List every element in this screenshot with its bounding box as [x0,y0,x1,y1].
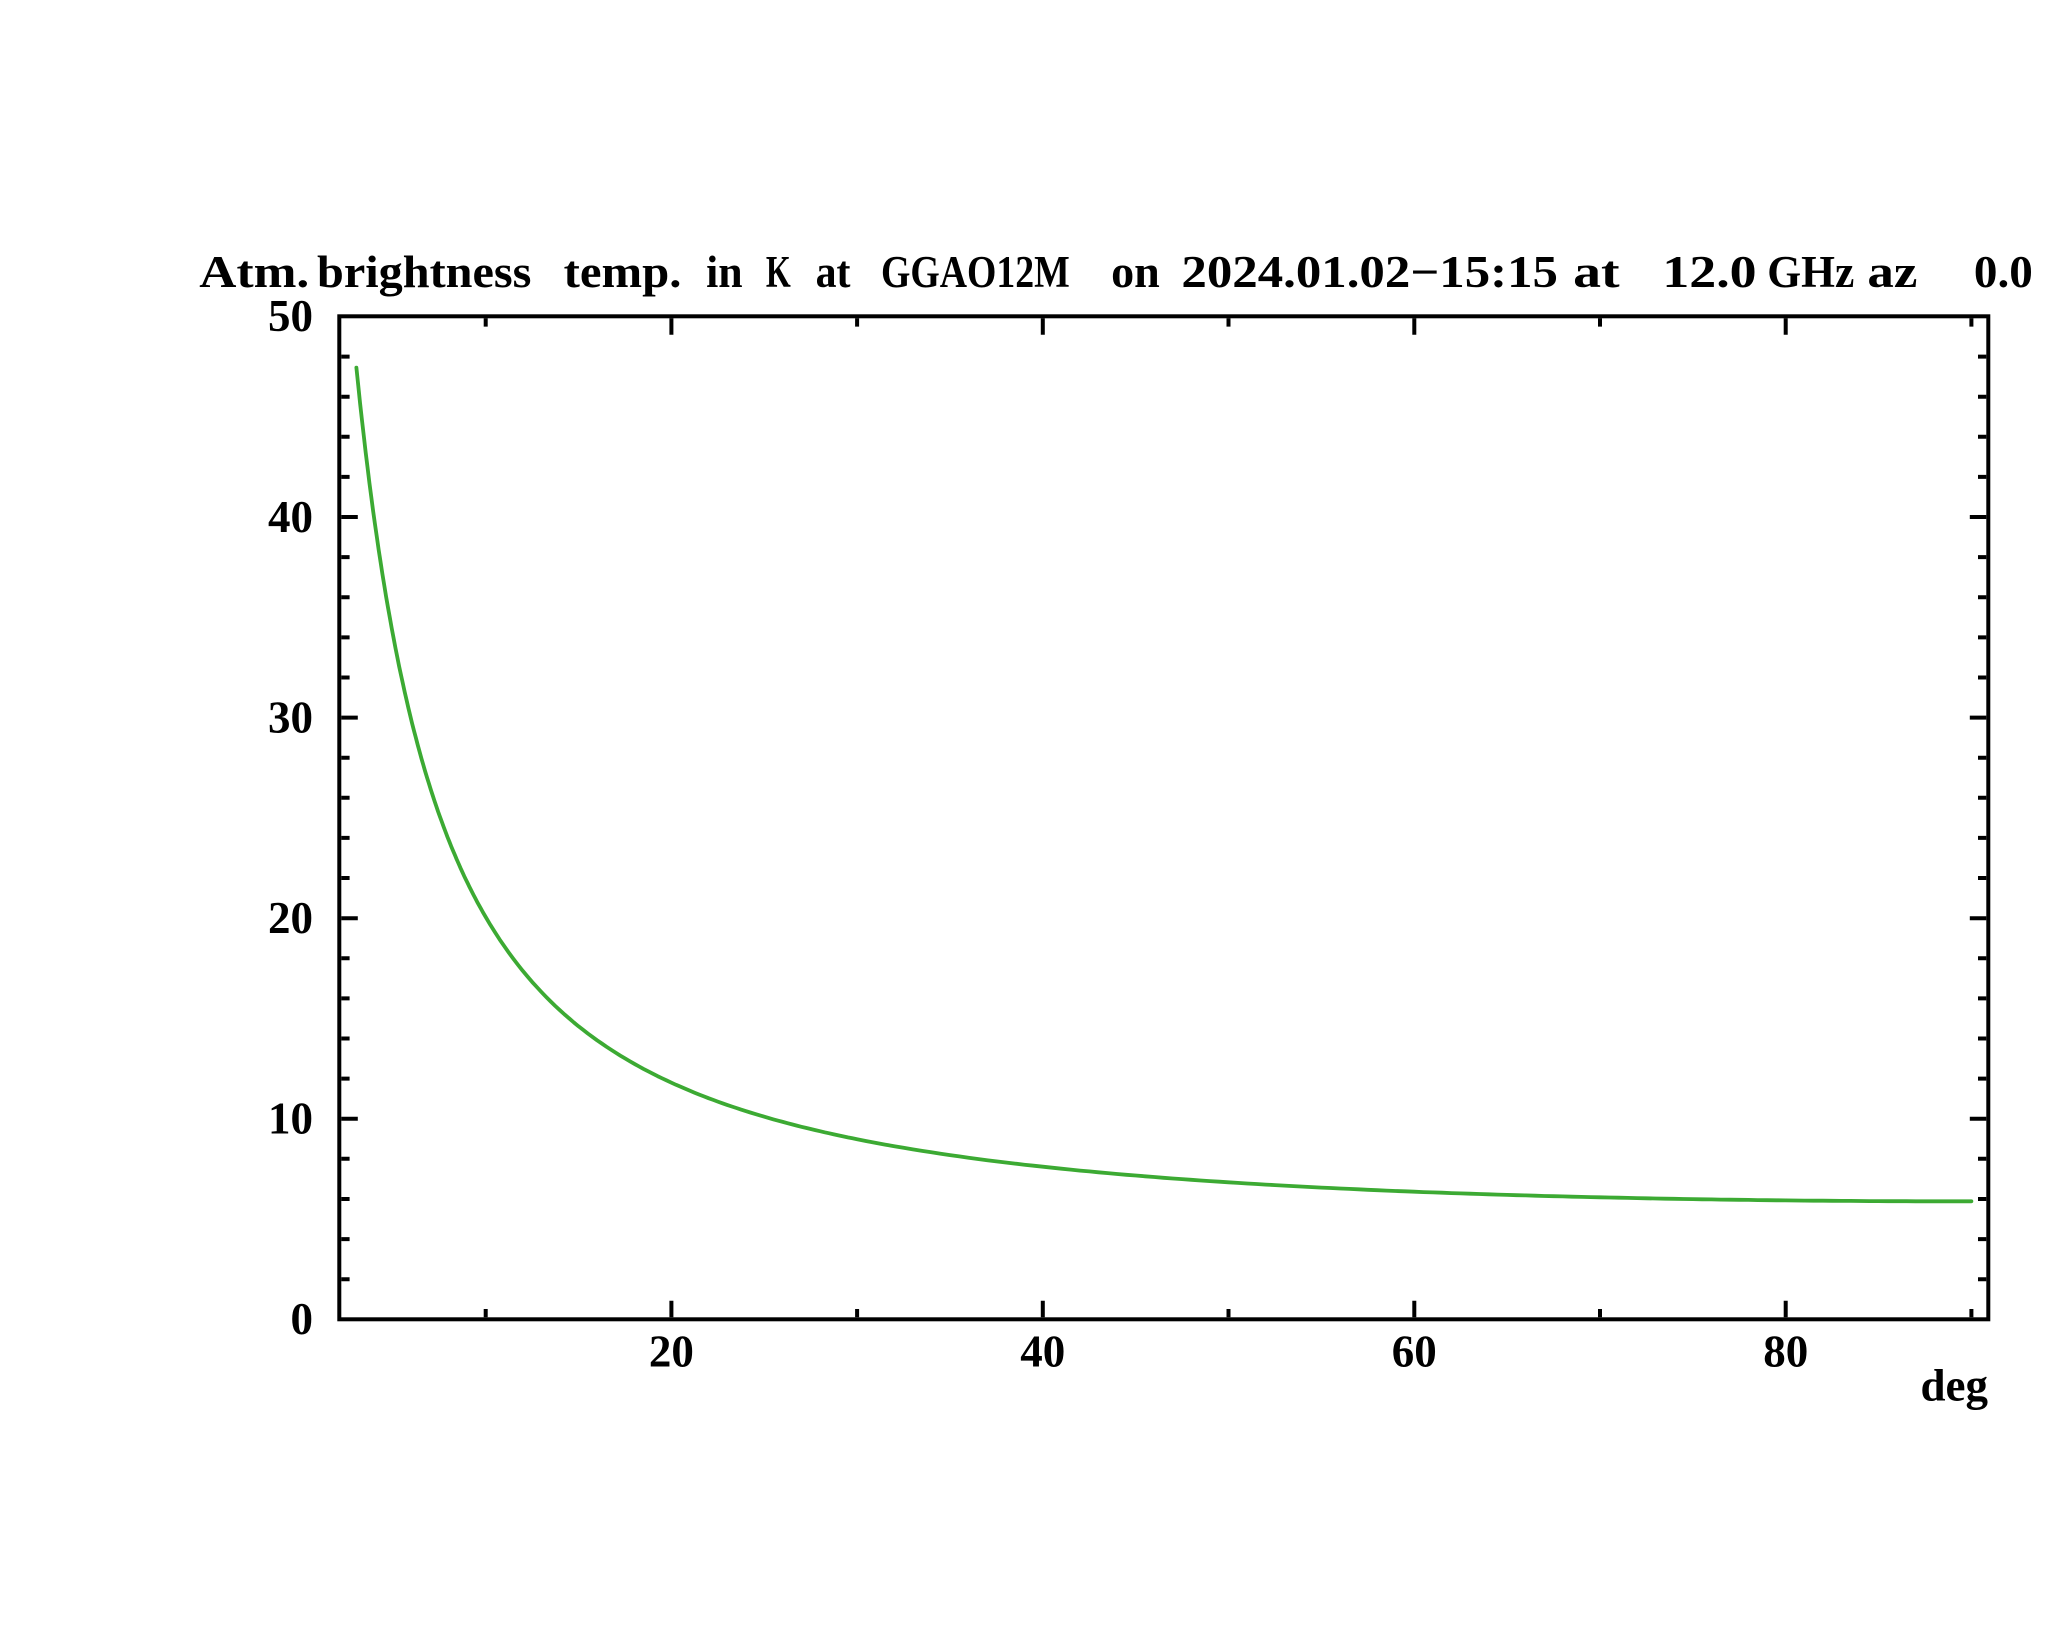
svg-text:deg: deg [1921,1360,1989,1410]
svg-text:80: 80 [1763,1326,1808,1376]
svg-text:GHz: GHz [1767,247,1854,297]
svg-text:50: 50 [268,291,313,341]
svg-text:20: 20 [649,1326,694,1376]
svg-text:60: 60 [1392,1326,1437,1376]
svg-text:on: on [1111,247,1160,297]
svg-text:temp.: temp. [564,247,682,297]
svg-text:30: 30 [268,692,313,742]
svg-text:Atm.: Atm. [199,247,309,297]
svg-text:40: 40 [1020,1326,1065,1376]
svg-text:GGAO12M: GGAO12M [881,247,1070,297]
svg-text:20: 20 [268,893,313,943]
svg-text:10: 10 [268,1094,313,1144]
svg-text:0: 0 [291,1294,314,1344]
svg-text:at: at [816,247,851,297]
svg-text:40: 40 [268,492,313,542]
svg-text:12.0: 12.0 [1662,247,1756,297]
svg-text:0.0: 0.0 [1974,247,2033,297]
svg-text:brightness: brightness [317,247,531,297]
svg-text:2024.01.02−15:15: 2024.01.02−15:15 [1181,247,1558,297]
svg-text:K: K [766,247,791,297]
svg-text:az: az [1867,247,1917,297]
svg-text:in: in [706,247,743,297]
svg-text:at: at [1573,247,1620,297]
